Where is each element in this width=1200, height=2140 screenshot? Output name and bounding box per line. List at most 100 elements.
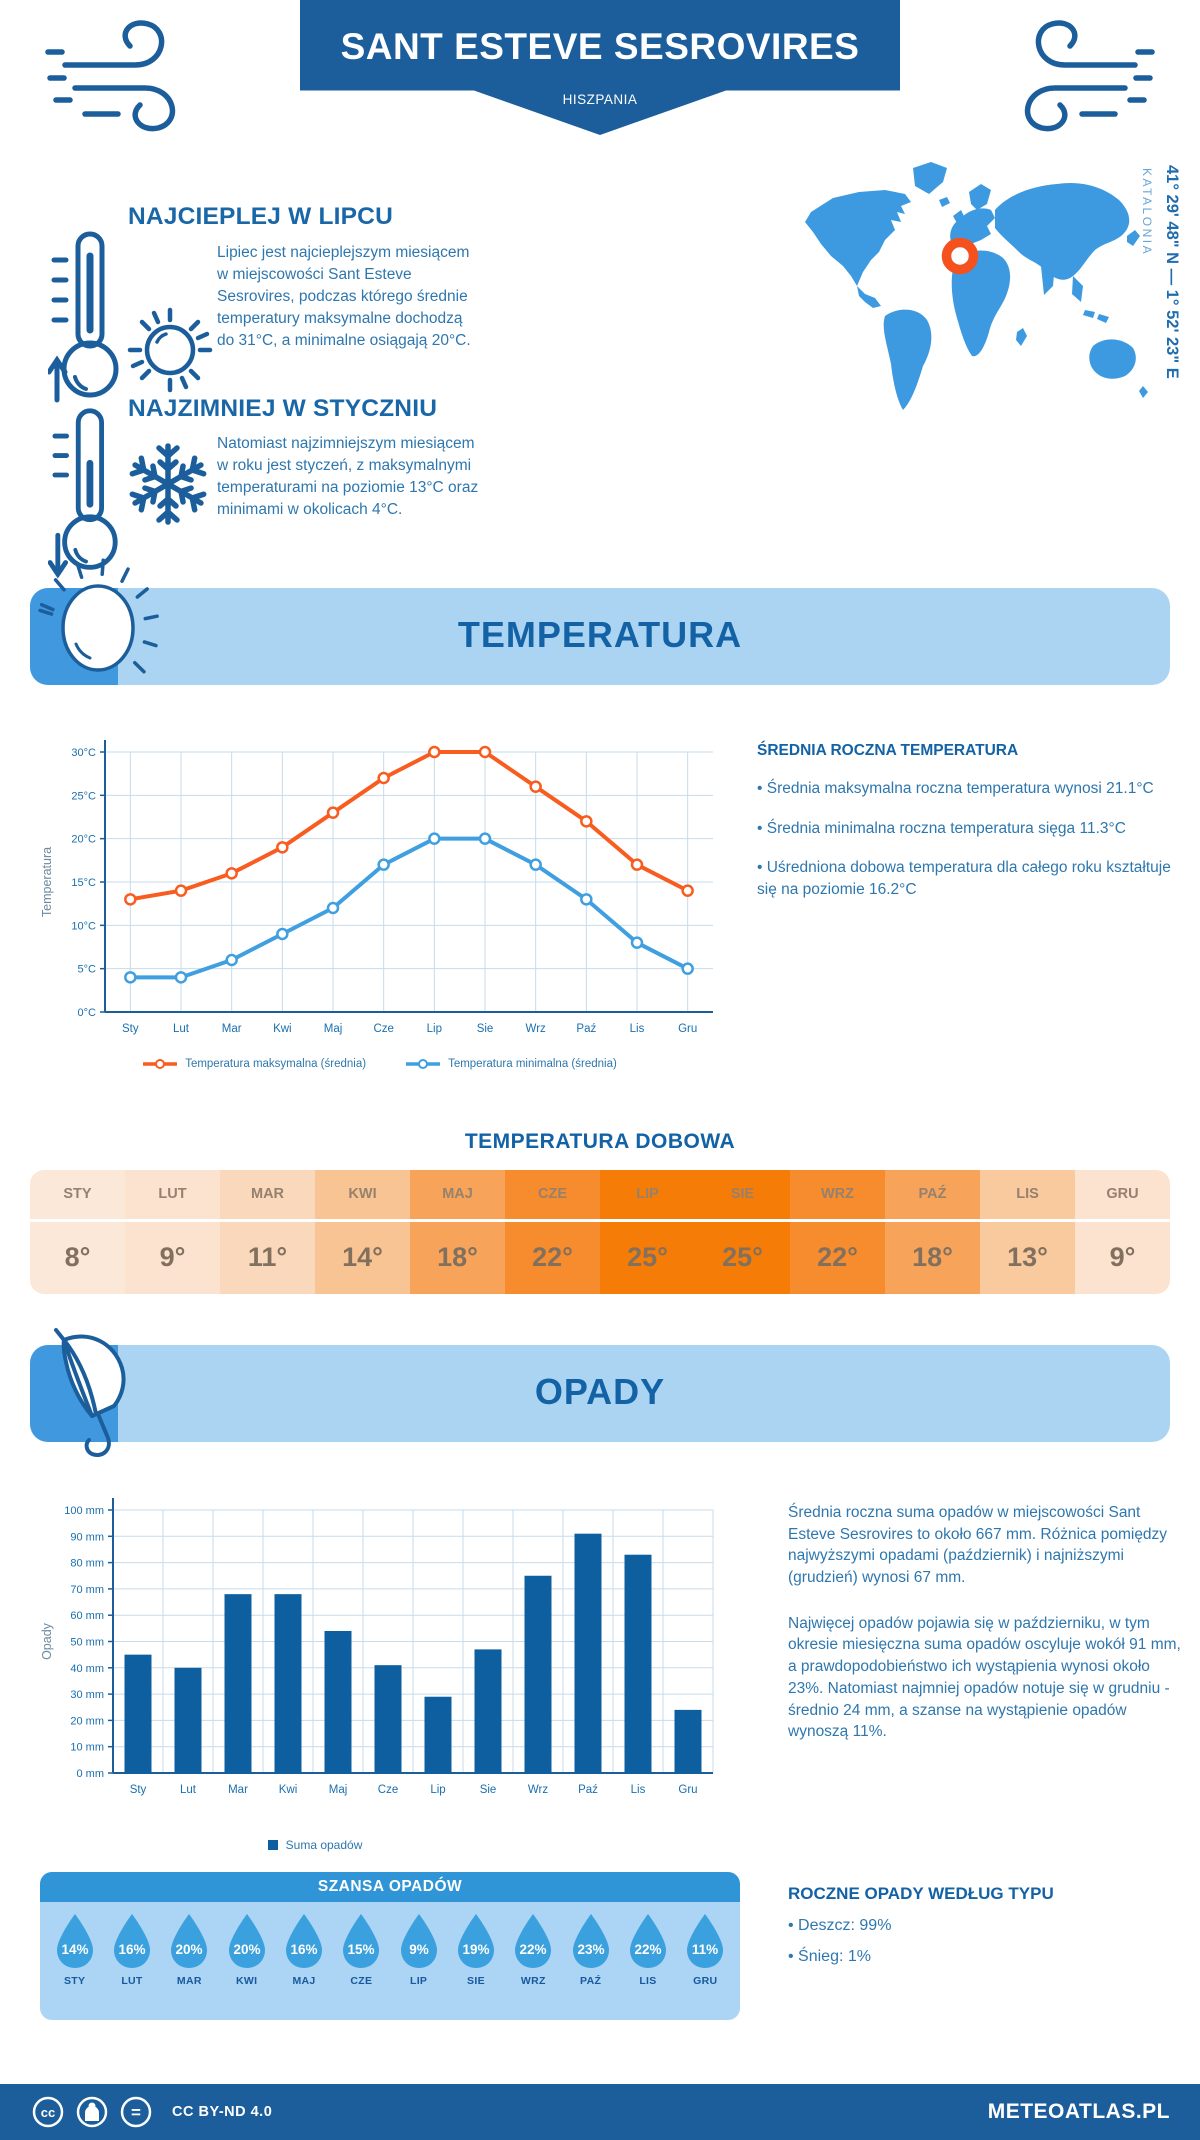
daily-temp-value: 22° <box>532 1242 573 1272</box>
svg-text:Sty: Sty <box>122 1023 139 1035</box>
coordinates-label: 41° 29' 48" N — 1° 52' 23" E <box>1163 165 1181 379</box>
annual-bullet: • Średnia maksymalna roczna temperatura … <box>757 780 1154 797</box>
legend-line-icon <box>143 1059 178 1069</box>
legend-square-icon <box>267 1840 278 1850</box>
daily-temp-month: KWI <box>315 1170 410 1222</box>
raindrop-icon: 11% <box>687 1914 724 1968</box>
daily-temp-column: LIP 25° <box>600 1170 695 1294</box>
daily-temp-value: 18° <box>912 1242 953 1272</box>
wind-icon-left <box>45 20 176 132</box>
raindrop-icon: 15% <box>343 1914 380 1968</box>
svg-text:Lis: Lis <box>631 1784 646 1796</box>
cc-license-icons: cc = <box>32 2096 152 2128</box>
daily-temp-column: PAŹ 18° <box>885 1170 980 1294</box>
temperature-chart: 0°C 5°C 10°C 15°C 20°C 25°C 30°C Sty Lut Mar Kwi Ma… <box>40 740 713 1035</box>
svg-text:Kwi: Kwi <box>279 1784 298 1796</box>
svg-text:0 mm: 0 mm <box>77 1768 105 1780</box>
svg-text:19%: 19% <box>462 1942 489 1957</box>
droplet-month-label: KWI <box>235 1975 258 1987</box>
svg-text:10 mm: 10 mm <box>70 1742 104 1754</box>
raindrop-icon: 16% <box>113 1914 150 1968</box>
annual-bullet: • Uśredniona dobowa temperatura dla całe… <box>757 859 1171 899</box>
legend-label: Suma opadów <box>285 1838 363 1852</box>
temperature-title: TEMPERATURA <box>457 614 743 655</box>
daily-temp-column: SIE 25° <box>695 1170 790 1294</box>
droplet-month-label: SIE <box>467 1975 485 1987</box>
precipitation-paragraph: Najwięcej opadów pojawia się w październ… <box>788 1614 1181 1741</box>
svg-text:15°C: 15°C <box>71 877 96 889</box>
precipitation-title: OPADY <box>534 1371 666 1412</box>
svg-text:Gru: Gru <box>678 1784 697 1796</box>
wind-icon-right <box>1024 20 1155 132</box>
droplet-slot: 16% LUT <box>103 1912 160 1987</box>
raindrop-icon: 20% <box>171 1914 208 1968</box>
droplet-slot: 19% SIE <box>447 1912 504 1987</box>
daily-temp-value: 9° <box>1109 1242 1136 1272</box>
svg-text:70 mm: 70 mm <box>70 1584 104 1596</box>
svg-text:16%: 16% <box>118 1942 145 1957</box>
svg-text:Sie: Sie <box>477 1023 494 1035</box>
daily-temp-month: LIS <box>980 1170 1075 1222</box>
svg-text:23%: 23% <box>577 1942 604 1957</box>
droplet-slot: 11% GRU <box>677 1912 734 1987</box>
svg-text:5°C: 5°C <box>78 964 97 976</box>
thermometer-low-icon <box>48 408 118 579</box>
droplet-slot: 20% KWI <box>218 1912 275 1987</box>
precipitation-banner <box>30 1345 1170 1442</box>
daily-temp-column: CZE 22° <box>505 1170 600 1294</box>
droplet-slot: 23% PAŹ <box>562 1912 619 1987</box>
svg-text:22%: 22% <box>520 1942 547 1957</box>
svg-text:=: = <box>131 2103 141 2122</box>
svg-text:cc: cc <box>41 2105 55 2120</box>
svg-text:Lip: Lip <box>430 1784 445 1796</box>
droplet-month-label: WRZ <box>520 1975 546 1987</box>
daily-temp-month: MAJ <box>410 1170 505 1222</box>
daily-temperature-table: STY 8° LUT 9° MAR 11° KWI 14° MAJ 18° CZE 22° LIP 25°… <box>30 1170 1170 1294</box>
svg-text:22%: 22% <box>634 1942 661 1957</box>
daily-temp-column: GRU 9° <box>1075 1170 1170 1294</box>
rain-chance-heading: SZANSA OPADÓW <box>40 1872 740 1902</box>
svg-text:Mar: Mar <box>228 1784 248 1796</box>
daily-temp-value: 25° <box>722 1242 763 1272</box>
daily-temp-value: 14° <box>342 1242 383 1272</box>
rain-chance-droplets: 14% STY 16% LUT 20% MAR 20% KWI 16% MAJ 15% CZE 9% LI… <box>40 1902 740 1987</box>
daily-temp-month: WRZ <box>790 1170 885 1222</box>
svg-text:Wrz: Wrz <box>526 1023 546 1035</box>
daily-temp-value: 25° <box>627 1242 668 1272</box>
droplet-slot: 16% MAJ <box>275 1912 332 1987</box>
daily-temp-month: STY <box>30 1170 125 1222</box>
annual-bullet: • Średnia minimalna roczna temperatura s… <box>757 819 1126 837</box>
droplet-month-label: STY <box>64 1975 86 1987</box>
raindrop-icon: 22% <box>515 1914 552 1968</box>
droplet-slot: 15% CZE <box>333 1912 390 1987</box>
droplet-slot: 14% STY <box>46 1912 103 1987</box>
svg-text:20°C: 20°C <box>71 834 96 846</box>
svg-text:Opady: Opady <box>40 1622 54 1660</box>
svg-text:80 mm: 80 mm <box>70 1558 104 1570</box>
svg-text:Lip: Lip <box>427 1023 442 1035</box>
warmest-text: Lipiec jest najcieplejszym miesiącem w m… <box>217 244 471 349</box>
daily-temp-value: 13° <box>1007 1242 1048 1272</box>
rain-chance-panel: SZANSA OPADÓW 14% STY 16% LUT 20% MAR 20% KWI 16… <box>40 1872 740 2020</box>
precipitation-chart: 0 mm 10 mm 20 mm 30 mm 40 mm 50 mm 60 mm 70 mm 8… <box>40 1498 714 1796</box>
raindrop-icon: 19% <box>457 1914 494 1968</box>
umbrella-icon <box>54 1328 126 1457</box>
daily-temp-month: MAR <box>220 1170 315 1222</box>
precipitation-type-bullet: • Deszcz: 99% <box>788 1917 892 1934</box>
svg-text:Cze: Cze <box>378 1784 398 1796</box>
daily-temp-value: 9° <box>159 1242 186 1272</box>
temperature-chart-legend: Temperatura maksymalna (średnia) Temperat… <box>60 1058 700 1070</box>
raindrop-icon: 9% <box>400 1914 437 1968</box>
precipitation-types-block: ROCZNE OPADY WEDŁUG TYPU • Deszcz: 99% •… <box>788 1884 1188 1966</box>
daily-temp-month: CZE <box>505 1170 600 1222</box>
droplet-month-label: MAR <box>176 1975 202 1987</box>
droplet-month-label: MAJ <box>292 1975 316 1987</box>
legend-line-icon <box>406 1059 441 1069</box>
svg-text:Gru: Gru <box>678 1023 697 1035</box>
legend-item: Temperatura minimalna (średnia) <box>406 1058 617 1070</box>
svg-text:30°C: 30°C <box>71 747 96 759</box>
precipitation-paragraph: Średnia roczna suma opadów w miejscowośc… <box>788 1504 1168 1587</box>
temperature-banner <box>30 588 1170 685</box>
droplet-slot: 22% LIS <box>619 1912 676 1987</box>
